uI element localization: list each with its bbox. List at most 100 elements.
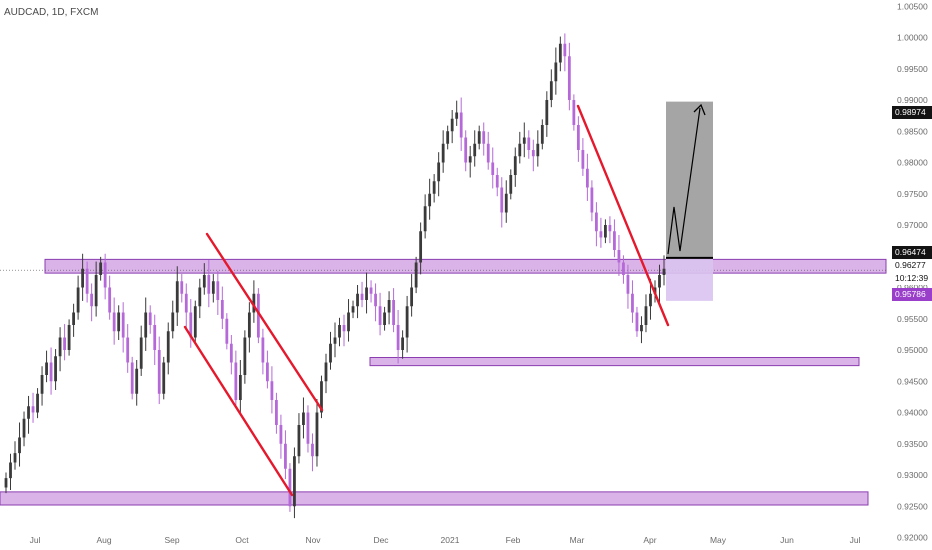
candle	[572, 100, 576, 125]
candle	[293, 456, 296, 507]
candle	[288, 468, 292, 507]
candle	[175, 281, 179, 313]
trendline[interactable]	[576, 104, 670, 327]
candle	[279, 425, 283, 444]
candle	[207, 275, 211, 294]
candle	[27, 406, 30, 419]
candle	[180, 281, 184, 294]
candle	[644, 306, 648, 325]
candle	[410, 287, 414, 307]
candle	[85, 268, 89, 294]
candle	[153, 325, 157, 350]
candle	[450, 118, 454, 132]
candle	[58, 337, 62, 357]
candle	[613, 231, 616, 250]
candle	[527, 137, 531, 150]
candle	[405, 306, 409, 338]
candle	[225, 318, 229, 344]
y-tick-label: 0.98500	[897, 126, 928, 136]
candle	[54, 356, 57, 382]
candle	[333, 337, 337, 344]
candle	[216, 281, 220, 300]
candle	[247, 312, 251, 338]
candle	[500, 187, 504, 213]
candle	[347, 312, 350, 332]
candle	[148, 312, 152, 325]
candle	[649, 293, 652, 307]
drawings-layer[interactable]	[183, 103, 706, 497]
candle	[342, 325, 346, 332]
candle	[126, 337, 130, 363]
candle	[631, 293, 634, 313]
y-tick-label: 0.94000	[897, 408, 928, 418]
candle	[658, 275, 661, 288]
x-tick-label: Dec	[373, 535, 389, 545]
chart-title: AUDCAD, 1D, FXCM	[4, 7, 99, 18]
candles-layer	[4, 33, 666, 519]
candle	[49, 362, 53, 382]
trendline[interactable]	[183, 325, 294, 497]
trendline[interactable]	[205, 232, 324, 412]
candle	[356, 293, 359, 307]
candle	[198, 287, 202, 307]
y-tick-label: 0.97000	[897, 220, 928, 230]
candle	[401, 337, 405, 350]
x-tick-label: Mar	[570, 535, 585, 545]
candle	[135, 368, 139, 394]
support-resistance-zone[interactable]	[0, 491, 869, 506]
candle	[171, 312, 175, 332]
candle	[531, 150, 535, 157]
x-tick-label: May	[710, 535, 727, 545]
arrowhead-icon	[693, 103, 706, 116]
price-label: 0.98974	[892, 106, 932, 119]
candle	[166, 331, 170, 363]
y-tick-label: 0.95500	[897, 314, 928, 324]
candle	[504, 193, 508, 213]
x-tick-label: Nov	[305, 535, 321, 545]
candle	[238, 375, 242, 400]
x-tick-label: Aug	[96, 535, 111, 545]
candle	[437, 162, 441, 182]
candle	[585, 168, 589, 188]
support-resistance-zone[interactable]	[369, 357, 860, 367]
y-tick-label: 0.96000	[897, 283, 928, 293]
candle	[189, 312, 193, 338]
candle	[455, 112, 459, 119]
stop-zone[interactable]	[666, 257, 713, 301]
candle	[220, 300, 224, 319]
candle	[275, 400, 278, 425]
candle	[139, 337, 143, 369]
candle	[545, 100, 549, 125]
candle	[162, 362, 166, 394]
y-tick-label: 0.93500	[897, 439, 928, 449]
candle	[599, 231, 603, 238]
candle	[40, 375, 44, 394]
candle	[18, 437, 21, 454]
candle	[193, 306, 197, 338]
candle	[112, 312, 116, 332]
x-tick-label: Oct	[235, 535, 249, 545]
position-tool[interactable]	[666, 101, 713, 301]
candle	[365, 287, 368, 300]
candle	[446, 131, 450, 144]
candle	[90, 293, 94, 307]
candle	[211, 281, 215, 294]
support-resistance-zone[interactable]	[44, 258, 887, 274]
candle	[522, 137, 526, 144]
candle	[576, 125, 580, 150]
candle	[4, 478, 8, 488]
price-label: 0.95786	[892, 288, 932, 301]
projection-arrow[interactable]	[667, 107, 701, 255]
candle	[428, 193, 432, 207]
candle	[9, 462, 12, 479]
candle	[590, 187, 594, 213]
x-tick-label: Jul	[30, 535, 41, 545]
candle	[423, 206, 427, 232]
candle	[117, 312, 121, 332]
candle	[63, 337, 66, 350]
candle	[491, 162, 495, 175]
x-tick-label: 2021	[441, 535, 460, 545]
candle	[594, 212, 598, 232]
y-tick-label: 0.92500	[897, 501, 928, 511]
